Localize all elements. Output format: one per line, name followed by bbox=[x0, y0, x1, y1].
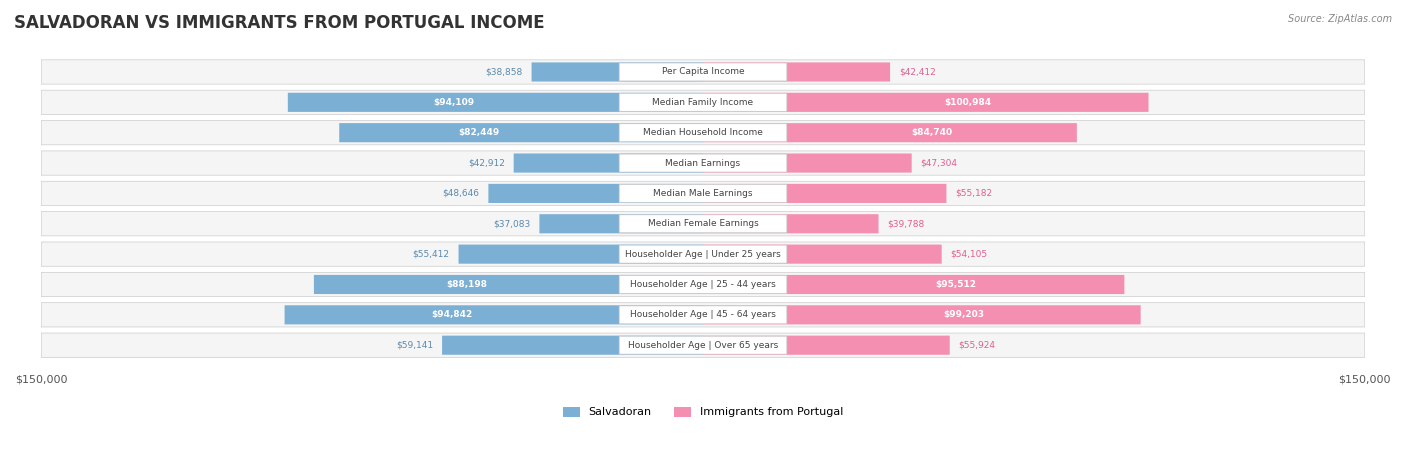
Text: $59,141: $59,141 bbox=[396, 341, 433, 350]
FancyBboxPatch shape bbox=[531, 63, 703, 82]
Text: $99,203: $99,203 bbox=[943, 311, 984, 319]
Text: Median Male Earnings: Median Male Earnings bbox=[654, 189, 752, 198]
Text: Median Family Income: Median Family Income bbox=[652, 98, 754, 107]
Text: $82,449: $82,449 bbox=[458, 128, 501, 137]
Text: $37,083: $37,083 bbox=[494, 219, 530, 228]
Text: Householder Age | Under 25 years: Householder Age | Under 25 years bbox=[626, 250, 780, 259]
FancyBboxPatch shape bbox=[703, 123, 1077, 142]
FancyBboxPatch shape bbox=[703, 305, 1140, 325]
Text: $95,512: $95,512 bbox=[935, 280, 976, 289]
FancyBboxPatch shape bbox=[619, 306, 787, 324]
FancyBboxPatch shape bbox=[41, 333, 1365, 357]
Text: $84,740: $84,740 bbox=[911, 128, 952, 137]
Text: Source: ZipAtlas.com: Source: ZipAtlas.com bbox=[1288, 14, 1392, 24]
Text: $54,105: $54,105 bbox=[950, 250, 987, 259]
FancyBboxPatch shape bbox=[441, 336, 703, 355]
FancyBboxPatch shape bbox=[284, 305, 703, 325]
Text: $48,646: $48,646 bbox=[443, 189, 479, 198]
FancyBboxPatch shape bbox=[619, 215, 787, 233]
FancyBboxPatch shape bbox=[458, 245, 703, 264]
FancyBboxPatch shape bbox=[703, 93, 1149, 112]
FancyBboxPatch shape bbox=[703, 275, 1125, 294]
Text: $47,304: $47,304 bbox=[921, 159, 957, 168]
Text: $42,412: $42,412 bbox=[898, 67, 935, 77]
Text: Householder Age | 25 - 44 years: Householder Age | 25 - 44 years bbox=[630, 280, 776, 289]
FancyBboxPatch shape bbox=[41, 181, 1365, 205]
Text: $38,858: $38,858 bbox=[485, 67, 523, 77]
FancyBboxPatch shape bbox=[288, 93, 703, 112]
Text: $55,924: $55,924 bbox=[959, 341, 995, 350]
FancyBboxPatch shape bbox=[619, 63, 787, 81]
Text: Householder Age | Over 65 years: Householder Age | Over 65 years bbox=[628, 341, 778, 350]
FancyBboxPatch shape bbox=[619, 93, 787, 111]
Text: $100,984: $100,984 bbox=[943, 98, 991, 107]
FancyBboxPatch shape bbox=[339, 123, 703, 142]
FancyBboxPatch shape bbox=[619, 154, 787, 172]
FancyBboxPatch shape bbox=[488, 184, 703, 203]
FancyBboxPatch shape bbox=[41, 242, 1365, 266]
Text: Median Household Income: Median Household Income bbox=[643, 128, 763, 137]
Text: $55,412: $55,412 bbox=[413, 250, 450, 259]
Text: SALVADORAN VS IMMIGRANTS FROM PORTUGAL INCOME: SALVADORAN VS IMMIGRANTS FROM PORTUGAL I… bbox=[14, 14, 544, 32]
FancyBboxPatch shape bbox=[540, 214, 703, 234]
FancyBboxPatch shape bbox=[619, 124, 787, 142]
FancyBboxPatch shape bbox=[703, 184, 946, 203]
FancyBboxPatch shape bbox=[619, 245, 787, 263]
FancyBboxPatch shape bbox=[41, 303, 1365, 327]
FancyBboxPatch shape bbox=[703, 63, 890, 82]
Text: Median Earnings: Median Earnings bbox=[665, 159, 741, 168]
FancyBboxPatch shape bbox=[41, 272, 1365, 297]
FancyBboxPatch shape bbox=[41, 60, 1365, 84]
Text: $55,182: $55,182 bbox=[955, 189, 993, 198]
FancyBboxPatch shape bbox=[41, 90, 1365, 114]
Text: $42,912: $42,912 bbox=[468, 159, 505, 168]
FancyBboxPatch shape bbox=[703, 336, 949, 355]
Text: Per Capita Income: Per Capita Income bbox=[662, 67, 744, 77]
Legend: Salvadoran, Immigrants from Portugal: Salvadoran, Immigrants from Portugal bbox=[558, 402, 848, 422]
FancyBboxPatch shape bbox=[619, 184, 787, 202]
FancyBboxPatch shape bbox=[619, 276, 787, 293]
FancyBboxPatch shape bbox=[314, 275, 703, 294]
FancyBboxPatch shape bbox=[703, 154, 911, 173]
Text: $94,842: $94,842 bbox=[432, 311, 472, 319]
FancyBboxPatch shape bbox=[703, 245, 942, 264]
FancyBboxPatch shape bbox=[41, 151, 1365, 175]
FancyBboxPatch shape bbox=[513, 154, 703, 173]
FancyBboxPatch shape bbox=[703, 214, 879, 234]
Text: Householder Age | 45 - 64 years: Householder Age | 45 - 64 years bbox=[630, 311, 776, 319]
Text: $88,198: $88,198 bbox=[446, 280, 486, 289]
FancyBboxPatch shape bbox=[41, 212, 1365, 236]
FancyBboxPatch shape bbox=[619, 336, 787, 354]
Text: Median Female Earnings: Median Female Earnings bbox=[648, 219, 758, 228]
Text: $94,109: $94,109 bbox=[433, 98, 474, 107]
FancyBboxPatch shape bbox=[41, 120, 1365, 145]
Text: $39,788: $39,788 bbox=[887, 219, 925, 228]
